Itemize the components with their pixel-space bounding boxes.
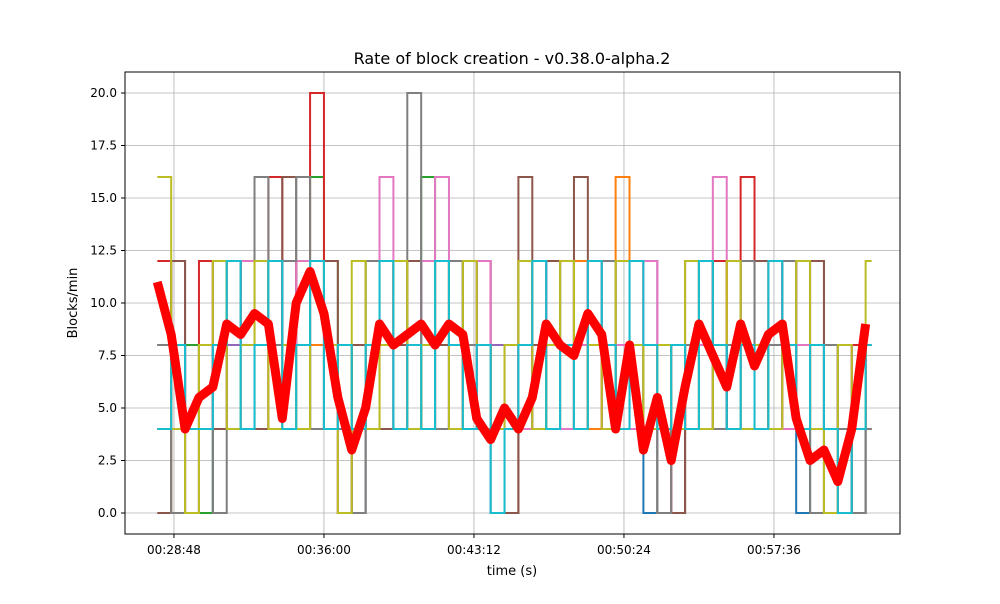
y-tick-label: 15.0 — [90, 191, 117, 205]
series-line-4 — [157, 260, 872, 514]
x-tick-label: 00:50:24 — [597, 543, 651, 557]
series-line-9 — [157, 260, 872, 514]
y-tick-label: 17.5 — [90, 139, 117, 153]
x-tick-label: 00:36:00 — [297, 543, 351, 557]
y-axis-label: Blocks/min — [66, 268, 81, 339]
y-tick-label: 10.0 — [90, 296, 117, 310]
average-line — [152, 267, 871, 486]
y-tick-label: 12.5 — [90, 244, 117, 258]
series-lines — [152, 92, 872, 514]
series-line-0 — [157, 260, 872, 514]
y-tick-label: 20.0 — [90, 86, 117, 100]
x-tick-label: 00:43:12 — [447, 543, 501, 557]
y-tick-label: 5.0 — [98, 401, 117, 415]
y-tick-label: 2.5 — [98, 454, 117, 468]
x-tick-label: 00:28:48 — [147, 543, 201, 557]
x-axis-label: time (s) — [487, 564, 537, 579]
chart-title: Rate of block creation - v0.38.0-alpha.2 — [354, 49, 671, 68]
x-axis-ticks: 00:28:48 00:36:00 00:43:12 00:50:24 00:57:36 — [147, 534, 801, 557]
x-tick-label: 00:57:36 — [747, 543, 801, 557]
y-axis-ticks: 0.0 2.5 5.0 7.5 10.0 12.5 15.0 17.5 20.0 — [90, 86, 125, 520]
y-tick-label: 7.5 — [98, 349, 117, 363]
y-tick-label: 0.0 — [98, 506, 117, 520]
